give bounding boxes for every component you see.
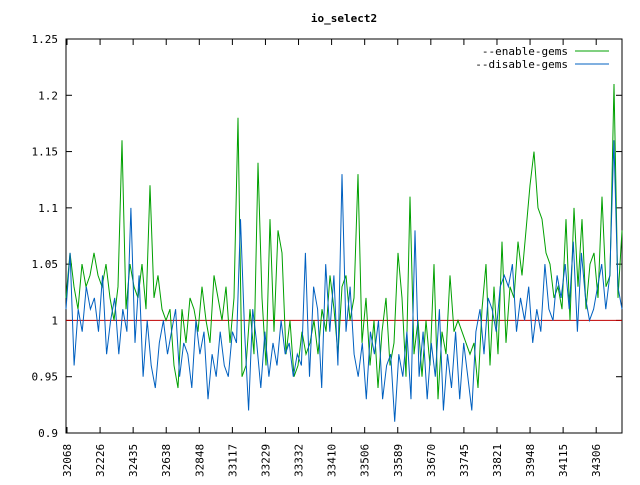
x-tick-label: 33948 — [524, 444, 537, 477]
x-tick-label: 32848 — [193, 444, 206, 477]
x-tick-label: 33589 — [392, 444, 405, 477]
x-tick-label: 32226 — [94, 444, 107, 477]
x-tick-label: 33229 — [259, 444, 272, 477]
y-tick-label: 1.05 — [32, 258, 59, 271]
x-tick-label: 33506 — [359, 444, 372, 477]
y-tick-label: 1.15 — [32, 146, 59, 159]
y-tick-label: 0.95 — [32, 371, 59, 384]
x-tick-label: 33745 — [458, 444, 471, 477]
legend-label: --disable-gems — [475, 58, 568, 71]
x-tick-label: 34115 — [557, 444, 570, 477]
y-tick-label: 1 — [51, 314, 58, 327]
x-tick-label: 33332 — [293, 444, 306, 477]
legend: --enable-gems--disable-gems — [475, 45, 609, 71]
legend-label: --enable-gems — [482, 45, 568, 58]
y-axis: 0.9 0.95 1 1.05 1.1 1.15 1.2 1.25 — [32, 33, 622, 440]
y-tick-label: 1.25 — [32, 33, 59, 46]
x-tick-label: 34306 — [590, 444, 603, 477]
series-line-disable-gems — [65, 140, 623, 422]
y-tick-label: 1.1 — [38, 202, 58, 215]
x-axis: 32068 32226 32435 32638 32848 33117 33229 33332… — [61, 39, 603, 477]
x-tick-label: 33821 — [491, 444, 504, 477]
series-line-enable-gems — [65, 83, 623, 400]
x-tick-label: 33117 — [226, 444, 239, 477]
x-tick-label: 33670 — [425, 444, 438, 477]
y-tick-label: 0.9 — [38, 427, 58, 440]
chart-title: io_select2 — [311, 12, 377, 25]
x-tick-label: 32435 — [127, 444, 140, 477]
x-tick-label: 32638 — [160, 444, 173, 477]
x-tick-label: 32068 — [61, 444, 74, 477]
y-tick-label: 1.2 — [38, 89, 58, 102]
series-group — [65, 83, 623, 422]
x-tick-label: 33410 — [326, 444, 339, 477]
